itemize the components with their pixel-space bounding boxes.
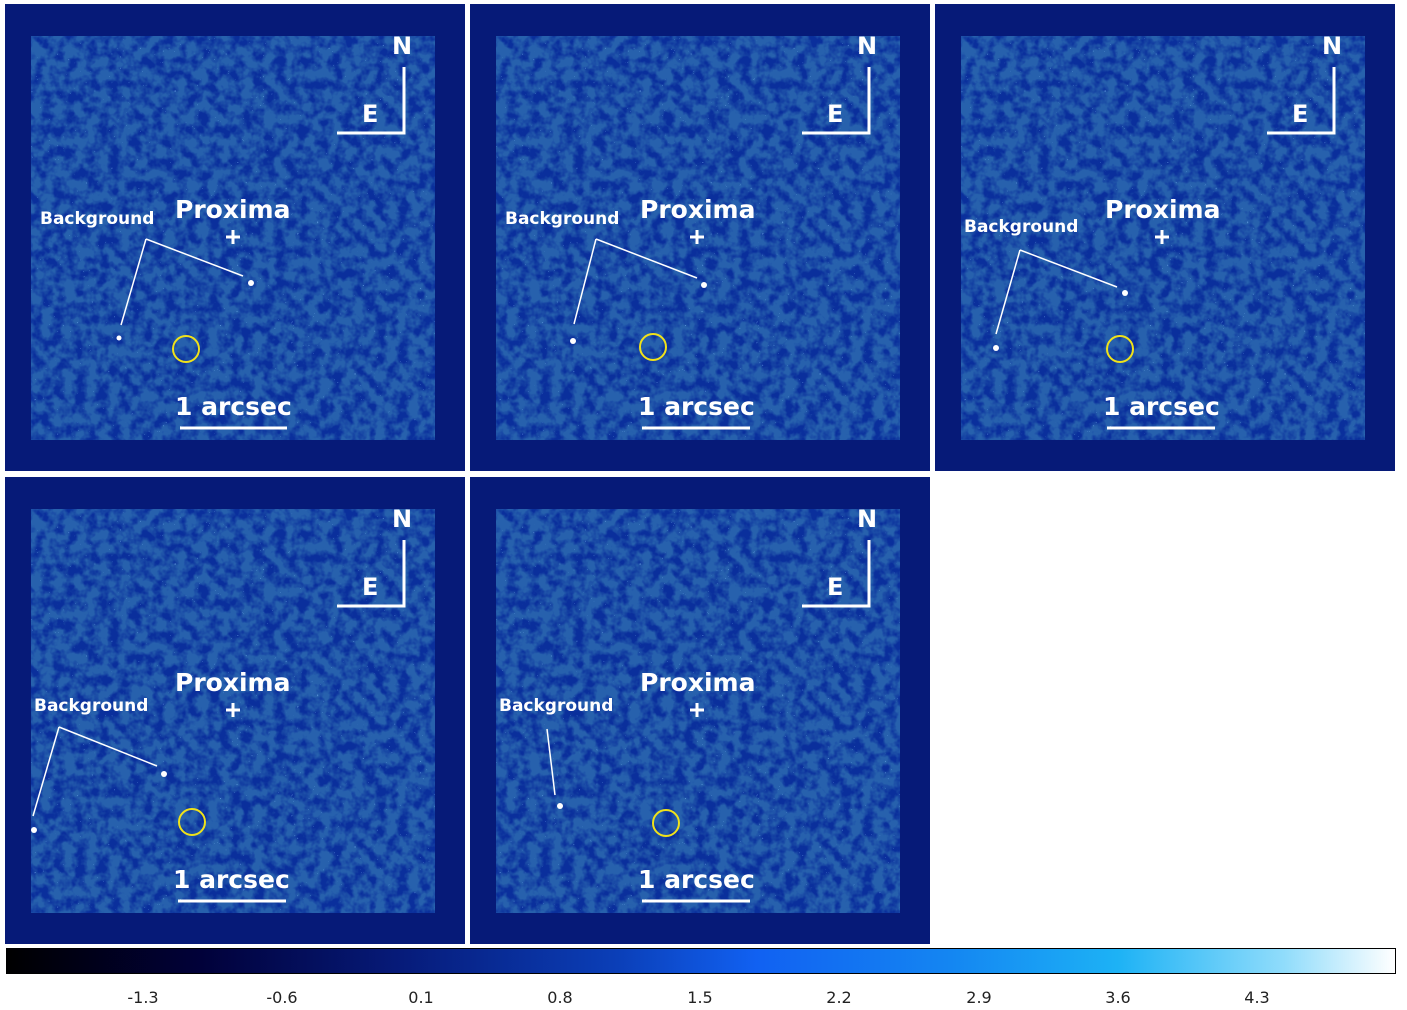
noise-image [961,36,1365,440]
background-label: Background [964,217,1079,237]
east-label: E [362,100,379,128]
background-label: Background [34,696,149,716]
image-panel-4: N E Proxima Background 1 arcsec [5,477,465,944]
scale-label: 1 arcsec [638,392,755,421]
proxima-label: Proxima [1105,195,1221,224]
colorbar-tick: 2.2 [826,988,852,1007]
proxima-label: Proxima [640,668,756,697]
proxima-label: Proxima [640,195,756,224]
background-label: Background [505,209,620,229]
image-panel-1: N E Proxima Background 1 arcsec [5,4,465,471]
east-label: E [1292,100,1309,128]
scale-label: 1 arcsec [175,392,292,421]
proxima-label: Proxima [175,195,291,224]
background-label: Background [499,696,614,716]
north-label: N [392,505,413,533]
image-panel-2: N E Proxima Background 1 arcsec [470,4,930,471]
north-label: N [392,32,413,60]
east-label: E [827,573,844,601]
scale-label: 1 arcsec [638,865,755,894]
colorbar-tick: 4.3 [1244,988,1270,1007]
east-label: E [362,573,379,601]
image-panel-3: N E Proxima Background 1 arcsec [935,4,1395,471]
colorbar-tick: 0.1 [408,988,434,1007]
colorbar-tick: 1.5 [687,988,713,1007]
image-panel-5: N E Proxima Background 1 arcsec [470,477,930,944]
proxima-label: Proxima [175,668,291,697]
north-label: N [857,32,878,60]
noise-image [496,36,900,440]
colorbar-tick: 2.9 [966,988,992,1007]
colorbar-tick: -1.3 [127,988,159,1007]
background-label: Background [40,209,155,229]
noise-image [31,36,435,440]
scale-label: 1 arcsec [1103,392,1220,421]
north-label: N [1322,32,1343,60]
east-label: E [827,100,844,128]
north-label: N [857,505,878,533]
colorbar-tick: 0.8 [547,988,573,1007]
colorbar-tick: -0.6 [266,988,298,1007]
colorbar-tick: 3.6 [1105,988,1131,1007]
colorbar [6,948,1396,974]
scale-label: 1 arcsec [173,865,290,894]
